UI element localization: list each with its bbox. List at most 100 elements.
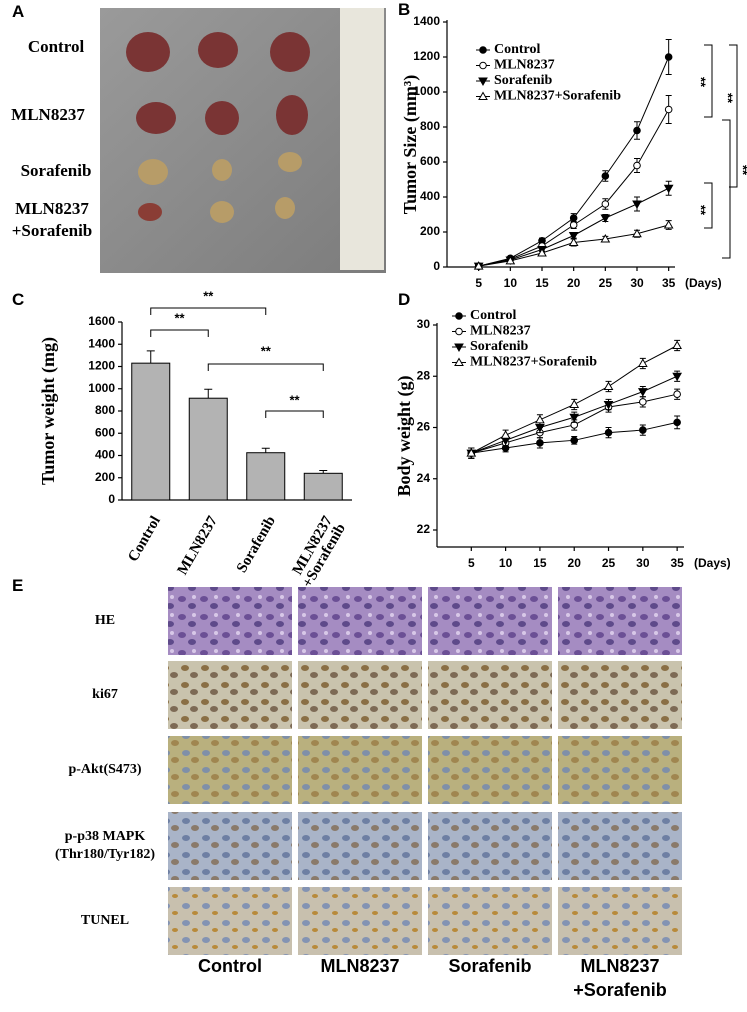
marker: [639, 398, 647, 406]
legend-marker: [479, 61, 487, 70]
micrograph: [558, 661, 682, 729]
significance-label: **: [261, 343, 272, 358]
marker: [637, 358, 648, 367]
group-label: Sorafenib: [20, 161, 92, 180]
bar: [246, 452, 286, 501]
y-tick-label: 26: [417, 420, 431, 434]
y-tick-label: 28: [417, 368, 431, 382]
x-tick-label: 25: [599, 276, 613, 290]
x-axis-label: (Days): [685, 276, 722, 290]
legend-label: Control: [470, 308, 517, 323]
micrograph: [298, 812, 422, 880]
x-tick-label: 30: [636, 556, 650, 570]
y-tick-label: 1200: [88, 359, 115, 373]
marker: [466, 448, 477, 457]
marker: [673, 418, 681, 427]
marker: [536, 439, 544, 447]
marker: [569, 221, 578, 229]
marker: [663, 184, 674, 194]
marker: [633, 126, 641, 135]
significance-bracket: [704, 182, 713, 229]
micrograph: [558, 812, 682, 880]
x-tick-label: 10: [504, 276, 518, 290]
significance-label: **: [289, 392, 300, 407]
tumors: [138, 152, 302, 223]
micrograph: [298, 736, 422, 804]
error-bar: [319, 470, 328, 474]
group-label: Control: [27, 37, 85, 56]
marker: [637, 388, 648, 397]
legend-label: Sorafenib: [470, 339, 529, 354]
bar: [303, 472, 343, 501]
significance-label: **: [174, 310, 185, 325]
micrograph: [428, 736, 552, 804]
significance-bracket: [150, 307, 267, 315]
x-tick-label: 15: [533, 556, 547, 570]
significance-bracket: [265, 410, 324, 418]
ruler: [340, 8, 384, 270]
x-tick-label: 35: [662, 276, 676, 290]
micrograph: [168, 812, 292, 880]
micrograph: [168, 587, 292, 655]
y-tick-label: 400: [95, 448, 115, 462]
marker: [673, 390, 681, 398]
micrograph: [168, 887, 292, 955]
significance-label: **: [721, 93, 736, 104]
micrograph: [168, 736, 292, 804]
x-axis-label: (Days): [694, 556, 731, 570]
marker: [601, 172, 610, 180]
micrograph: [428, 812, 552, 880]
significance-label: **: [694, 77, 709, 88]
x-tick-label: 35: [670, 556, 684, 570]
legend-label: MLN8237: [494, 58, 555, 73]
y-tick-label: 1200: [413, 49, 440, 63]
tumors: [126, 32, 310, 135]
column-label: MLN8237 +Sorafenib: [573, 956, 667, 1000]
panel-label: E: [12, 576, 24, 595]
panel-label: C: [12, 290, 25, 309]
micrograph: [558, 736, 682, 804]
row-label: ki67: [92, 687, 118, 702]
marker: [505, 255, 516, 265]
marker: [664, 53, 673, 61]
marker: [603, 400, 614, 410]
x-tick-label: 30: [630, 276, 644, 290]
marker: [632, 228, 642, 238]
marker: [632, 200, 642, 210]
marker: [569, 214, 578, 222]
significance-bracket: [207, 363, 324, 371]
marker: [568, 237, 579, 246]
legend-label: MLN8237: [470, 324, 531, 339]
significance-bracket: [729, 44, 738, 188]
micrograph: [298, 887, 422, 955]
y-tick-label: 0: [433, 259, 440, 273]
error-bar: [261, 447, 270, 453]
legend-marker: [478, 77, 488, 87]
legend-label: MLN8237+Sorafenib: [494, 89, 621, 104]
marker: [639, 426, 647, 434]
marker: [473, 261, 484, 270]
micrograph: [428, 587, 552, 655]
row-label: p-Akt(S473): [68, 762, 142, 777]
column-label: Control: [198, 956, 262, 976]
y-axis-label: Tumor Size (mm³): [400, 75, 421, 214]
column-label: MLN8237: [320, 956, 400, 976]
y-tick-label: 1400: [413, 14, 440, 28]
micrograph: [298, 587, 422, 655]
micrograph: [558, 587, 682, 655]
bar: [188, 397, 228, 501]
micrograph: [428, 661, 552, 729]
marker: [603, 381, 614, 390]
marker: [570, 436, 579, 445]
y-tick-label: 800: [420, 119, 440, 133]
x-tick-label: 5: [468, 556, 475, 570]
y-tick-label: 800: [95, 403, 115, 417]
x-tick-label: 5: [475, 276, 482, 290]
marker: [569, 413, 580, 423]
marker: [672, 372, 683, 382]
marker: [537, 247, 547, 257]
marker: [663, 219, 674, 229]
significance-bracket: [150, 329, 209, 337]
error-bar: [146, 350, 155, 364]
y-tick-label: 1600: [88, 314, 115, 328]
